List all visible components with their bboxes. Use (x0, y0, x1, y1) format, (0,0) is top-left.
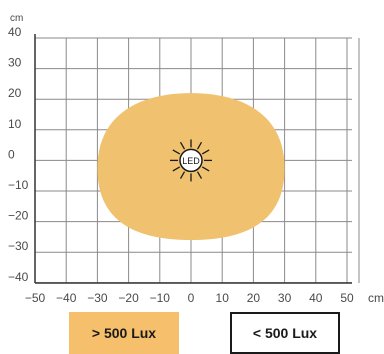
led-label: LED (182, 156, 200, 166)
led-icon: LED (170, 139, 212, 182)
y-tick-label: 0 (8, 147, 15, 161)
led-ray (179, 141, 186, 150)
y-tick-label: −10 (8, 178, 29, 192)
y-tick-label: −20 (8, 209, 29, 223)
x-tick-label: −10 (150, 291, 171, 305)
x-tick-label: −30 (87, 291, 108, 305)
led-ray (172, 166, 181, 172)
x-tick-label: 40 (309, 291, 323, 305)
legend-below-500-lux: < 500 Lux (230, 312, 340, 354)
y-tick-label: 30 (8, 56, 22, 70)
led-ray (179, 171, 186, 179)
led-ray (172, 149, 181, 155)
x-tick-label: 30 (278, 291, 292, 305)
legend-below-label: < 500 Lux (252, 325, 318, 341)
y-axis-unit: cm (10, 13, 23, 24)
y-tick-label: −30 (8, 239, 29, 253)
x-axis-unit: cm (368, 291, 384, 305)
x-tick-label: −50 (25, 291, 46, 305)
led-ray (196, 171, 203, 179)
y-tick-label: −40 (8, 270, 29, 284)
y-tick-label: 40 (8, 25, 22, 39)
legend-above-500-lux: > 500 Lux (69, 312, 179, 354)
led-ray (201, 149, 210, 155)
led-ray (201, 166, 210, 172)
x-tick-label: 10 (216, 291, 230, 305)
y-tick-label: 20 (8, 86, 22, 100)
x-tick-label: 50 (340, 291, 354, 305)
x-tick-label: −20 (118, 291, 139, 305)
y-tick-label: 10 (8, 117, 22, 131)
x-tick-label: 0 (188, 291, 195, 305)
x-tick-label: −40 (56, 291, 77, 305)
legend-above-label: > 500 Lux (91, 325, 157, 341)
led-bulb (179, 148, 203, 173)
led-ray (196, 141, 203, 150)
x-tick-label: 20 (247, 291, 261, 305)
